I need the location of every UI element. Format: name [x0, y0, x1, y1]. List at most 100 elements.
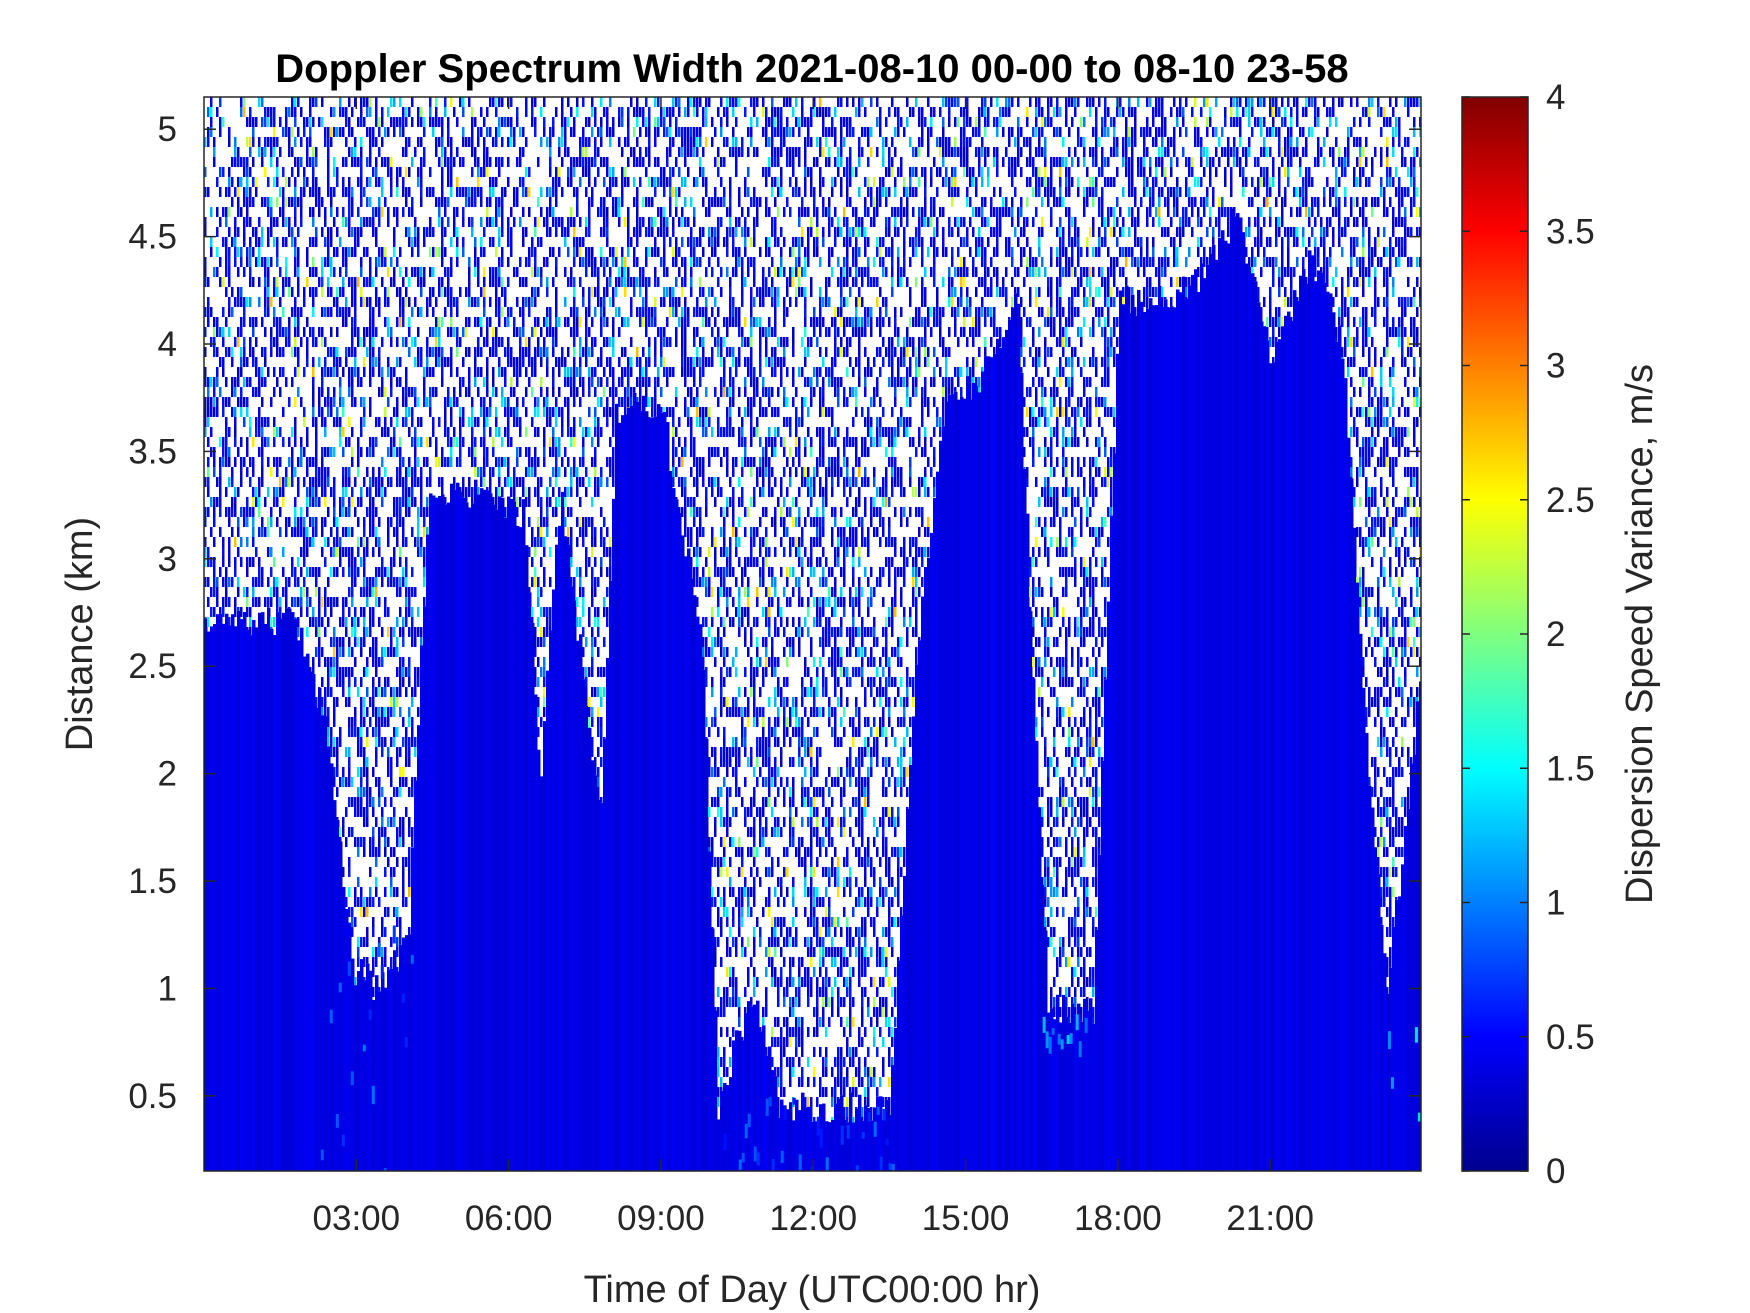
heatmap-speckle: [666, 227, 669, 237]
heatmap-speckle: [570, 557, 573, 567]
heatmap-speckle: [498, 207, 501, 217]
heatmap-speckle: [393, 97, 396, 107]
heatmap-speckle: [204, 417, 207, 427]
heatmap-speckle: [717, 627, 720, 637]
heatmap-speckle: [729, 557, 732, 567]
heatmap-speckle: [714, 297, 717, 307]
heatmap-speckle: [405, 777, 408, 787]
heatmap-speckle: [675, 127, 678, 137]
heatmap-speckle: [726, 557, 729, 567]
heatmap-speckle: [225, 247, 228, 257]
heatmap-speckle: [732, 837, 735, 847]
heatmap-speckle: [480, 367, 483, 377]
heatmap-speckle: [234, 567, 237, 577]
heatmap-speckle: [327, 387, 330, 397]
heatmap-speckle: [513, 267, 516, 277]
heatmap-speckle: [741, 917, 744, 927]
heatmap-speckle: [456, 207, 459, 217]
heatmap-speckle: [576, 97, 579, 107]
heatmap-speckle: [291, 527, 294, 537]
heatmap-speckle: [585, 697, 588, 707]
heatmap-speckle: [720, 387, 723, 397]
heatmap-speckle: [594, 427, 597, 437]
heatmap-speckle: [408, 297, 411, 307]
heatmap-speckle: [750, 437, 753, 447]
heatmap-speckle: [543, 577, 546, 587]
heatmap-speckle: [246, 117, 249, 127]
heatmap-speckle: [738, 537, 741, 547]
heatmap-speckle: [537, 397, 540, 407]
heatmap-speckle: [423, 157, 426, 167]
heatmap-speckle: [390, 957, 393, 967]
heatmap-speckle: [366, 297, 369, 307]
heatmap-speckle: [498, 307, 501, 317]
heatmap-speckle: [333, 597, 336, 607]
heatmap-speckle: [696, 567, 699, 577]
heatmap-speckle: [717, 167, 720, 177]
heatmap-speckle: [669, 297, 672, 307]
heatmap-speckle: [309, 117, 312, 127]
heatmap-speckle: [345, 627, 348, 637]
heatmap-speckle: [294, 497, 297, 507]
heatmap-speckle: [597, 147, 600, 157]
heatmap-column: [507, 496, 511, 1171]
heatmap-speckle: [258, 247, 261, 257]
heatmap-speckle: [594, 557, 597, 567]
heatmap-speckle: [285, 577, 288, 587]
heatmap-speckle: [717, 937, 720, 947]
heatmap-speckle: [225, 447, 228, 457]
heatmap-speckle: [288, 517, 291, 527]
heatmap-speckle: [402, 637, 405, 647]
heatmap-speckle: [216, 177, 219, 187]
heatmap-speckle: [585, 267, 588, 277]
heatmap-speckle: [348, 587, 351, 597]
heatmap-speckle: [270, 467, 273, 477]
heatmap-speckle: [330, 307, 333, 317]
heatmap-speckle: [537, 677, 540, 687]
heatmap-speckle: [588, 377, 591, 387]
heatmap-speckle: [600, 557, 603, 567]
heatmap-speckle: [336, 357, 339, 367]
heatmap-speckle: [705, 407, 708, 417]
heatmap-speckle: [243, 157, 246, 167]
heatmap-speckle: [702, 227, 705, 237]
heatmap-speckle: [534, 297, 537, 307]
heatmap-speckle: [411, 417, 414, 427]
heatmap-speckle: [411, 587, 414, 597]
heatmap-speckle: [477, 317, 480, 327]
heatmap-speckle: [516, 447, 519, 457]
heatmap-column: [741, 1040, 745, 1171]
heatmap-speckle: [240, 607, 243, 617]
heatmap-speckle: [612, 427, 615, 437]
heatmap-speckle: [603, 667, 606, 677]
heatmap-speckle: [606, 407, 609, 417]
heatmap-speckle: [720, 807, 723, 817]
heatmap-speckle: [591, 577, 594, 587]
heatmap-speckle: [534, 397, 537, 407]
heatmap-speckle: [372, 587, 375, 597]
heatmap-speckle: [627, 317, 630, 327]
heatmap-speckle: [597, 267, 600, 277]
heatmap-speckle: [423, 367, 426, 377]
heatmap-speckle: [234, 497, 237, 507]
heatmap-speckle: [435, 297, 438, 307]
heatmap-speckle: [735, 227, 738, 237]
heatmap-speckle: [411, 717, 414, 727]
heatmap-speckle: [357, 837, 360, 847]
heatmap-speckle: [426, 357, 429, 367]
heatmap-speckle: [711, 287, 714, 297]
heatmap-speckle: [588, 727, 591, 728]
heatmap-speckle: [252, 127, 255, 137]
heatmap-speckle: [432, 227, 435, 237]
heatmap-speckle: [447, 327, 450, 337]
heatmap-speckle: [297, 477, 300, 487]
heatmap-speckle: [708, 767, 711, 777]
heatmap-speckle: [243, 97, 246, 107]
heatmap-speckle: [408, 707, 411, 717]
heatmap-speckle: [741, 277, 744, 287]
heatmap-speckle: [579, 237, 582, 247]
heatmap-speckle: [411, 607, 414, 617]
heatmap-speckle: [636, 157, 639, 167]
heatmap-speckle: [612, 247, 615, 257]
heatmap-speckle: [294, 567, 297, 577]
